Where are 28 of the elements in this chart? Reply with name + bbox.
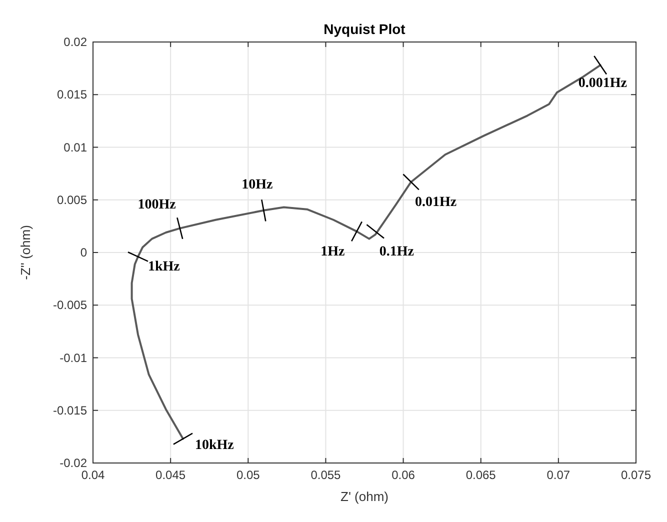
y-tick-label: 0.02 xyxy=(64,35,88,49)
annotation: 100Hz xyxy=(138,197,176,212)
y-tick-label: 0 xyxy=(80,246,88,260)
annotation: 0.01Hz xyxy=(415,194,457,210)
chart-title: Nyquist Plot xyxy=(324,21,406,37)
x-tick-label: 0.055 xyxy=(310,468,342,482)
x-axis-title: Z' (ohm) xyxy=(340,489,388,504)
x-tick-label: 0.045 xyxy=(156,468,186,482)
y-tick-label: -0.01 xyxy=(60,350,88,365)
y-tick-label: -0.005 xyxy=(52,298,88,312)
x-tick-label: 0.05 xyxy=(236,468,260,482)
annotation: 1kHz xyxy=(148,260,180,275)
x-tick-label: 0.07 xyxy=(546,468,570,482)
y-tick-label: 0.005 xyxy=(56,192,88,207)
y-tick-label: 0.015 xyxy=(56,88,88,102)
annotation: 0.001Hz xyxy=(578,76,627,92)
y-tick-label: 0.01 xyxy=(64,140,88,154)
annotation: 0.1Hz xyxy=(379,244,414,260)
x-tick-label: 0.04 xyxy=(81,468,105,482)
annotation: 1Hz xyxy=(320,244,345,260)
x-tick-label: 0.075 xyxy=(620,468,652,482)
x-tick-label: 0.065 xyxy=(466,468,496,482)
y-tick-label: -0.015 xyxy=(52,403,88,418)
y-axis-title: -Z'' (ohm) xyxy=(18,225,33,280)
annotation: 10Hz xyxy=(242,177,273,192)
annotation: 10kHz xyxy=(194,438,234,453)
x-tick-label: 0.06 xyxy=(392,468,416,482)
y-tick-label: -0.02 xyxy=(60,456,88,470)
